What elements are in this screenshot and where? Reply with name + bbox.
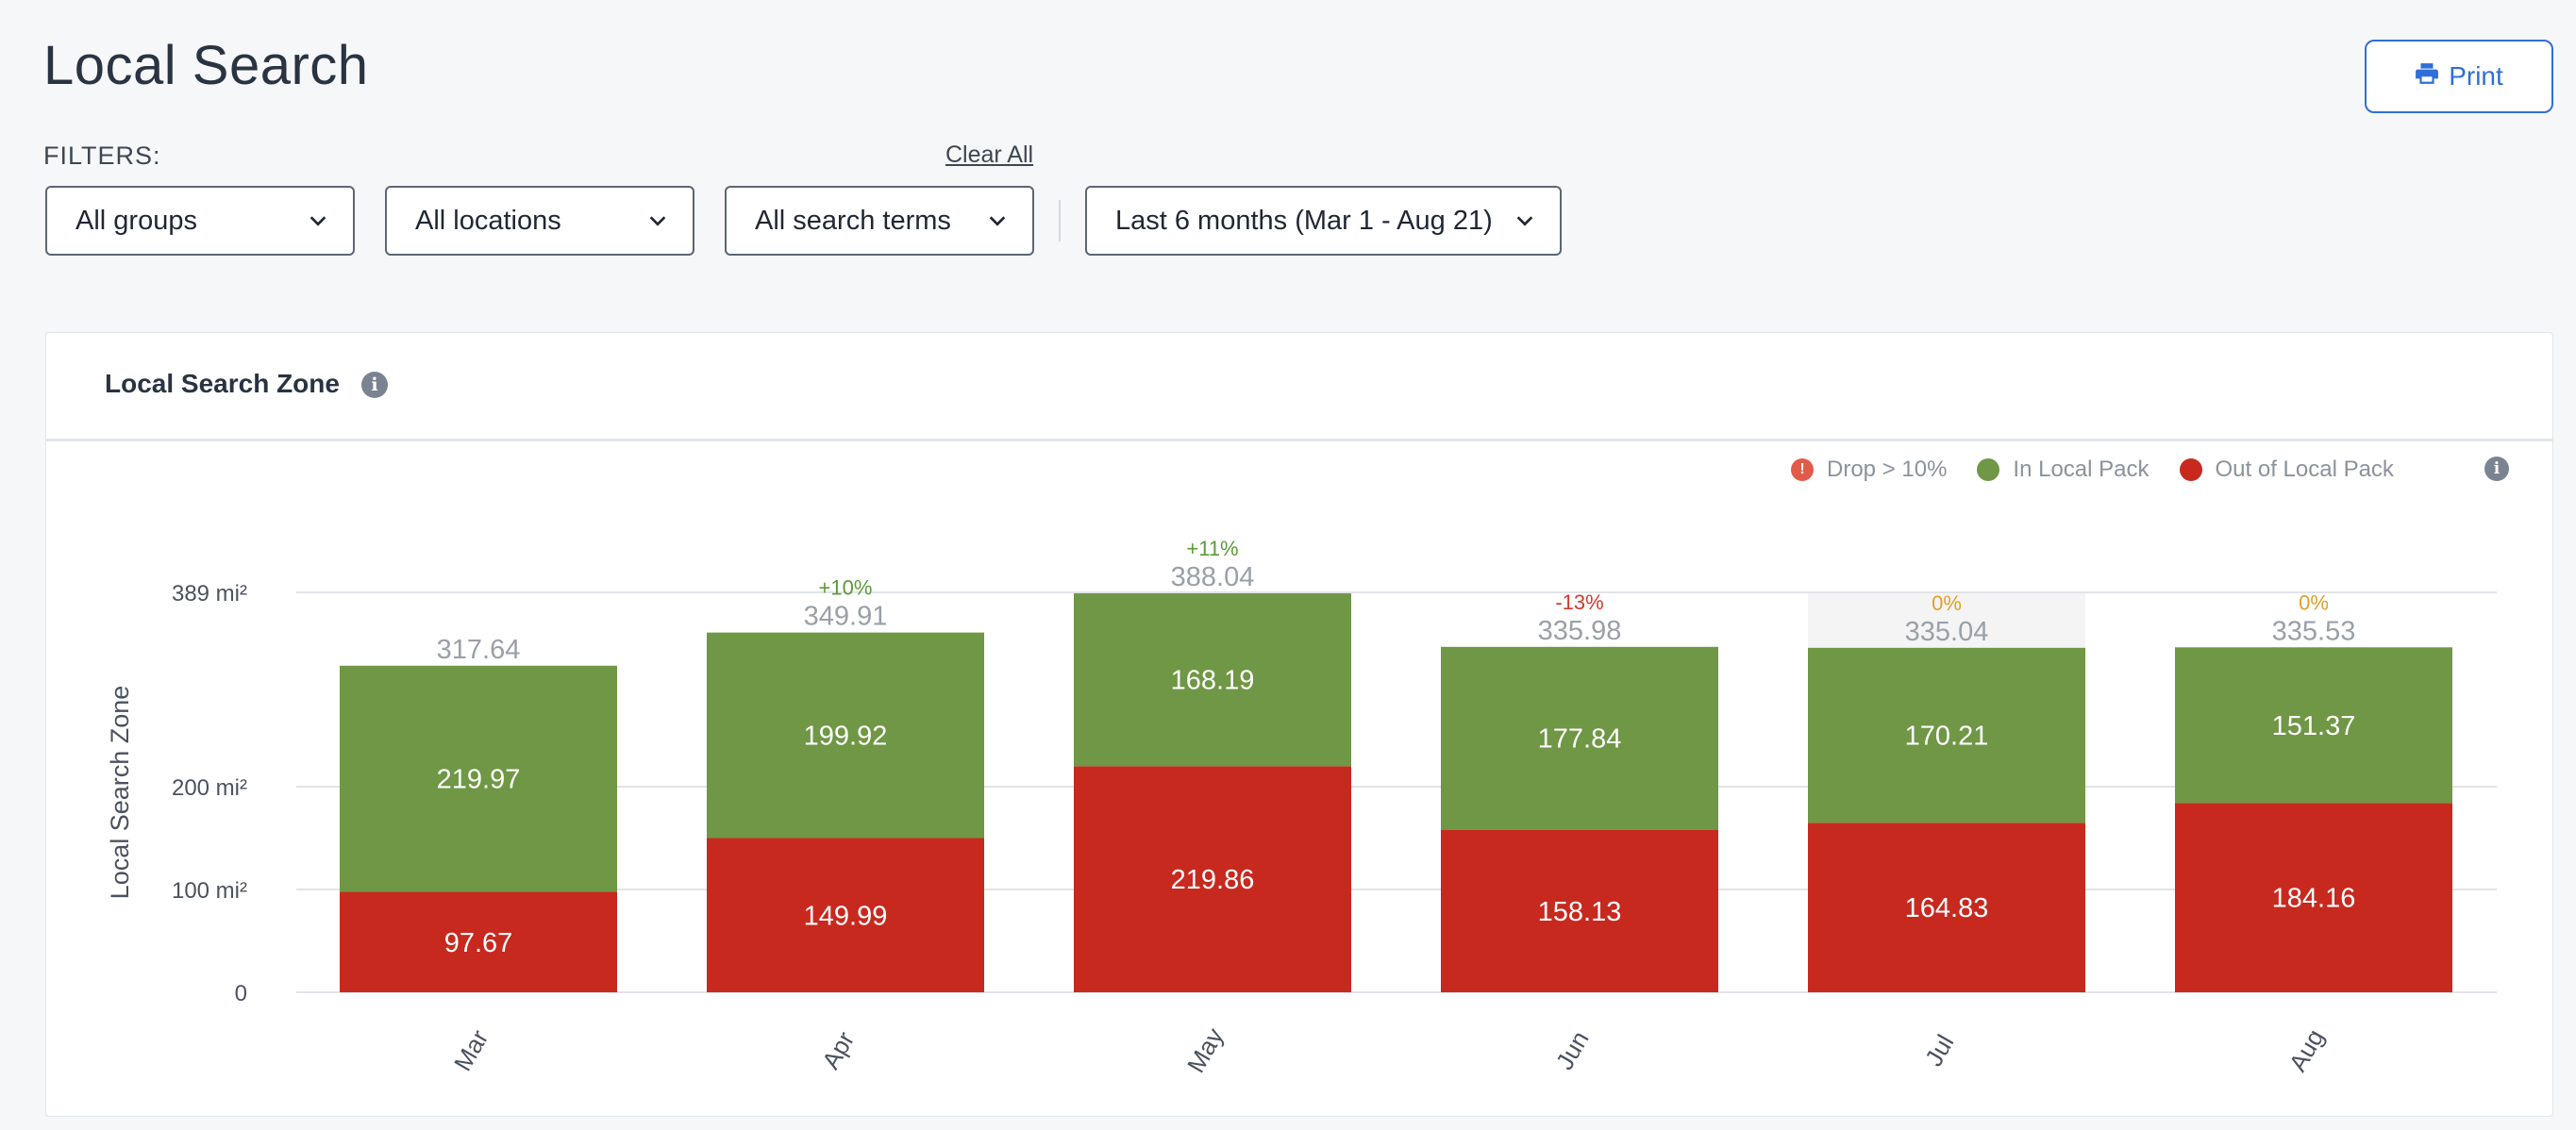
info-icon[interactable]: i	[361, 372, 388, 398]
bar-in-local-pack	[1074, 593, 1351, 767]
y-tick-label: 0	[235, 981, 247, 1006]
card-header: Local Search Zone i	[46, 333, 2552, 441]
bar-out-of-local-pack	[340, 891, 617, 992]
bar-out-of-local-pack	[1441, 829, 1718, 992]
group-select-value: All groups	[75, 205, 197, 236]
legend-item-in-pack[interactable]: In Local Pack	[1977, 457, 2149, 483]
alert-icon: !	[1791, 458, 1814, 481]
bar-total-label: 335.98	[1538, 616, 1622, 646]
change-label: 0%	[2299, 590, 2329, 614]
data-label-out-of-local-pack: 184.16	[2272, 884, 2356, 914]
x-tick-label: Jul	[1919, 1030, 1960, 1072]
y-tick-label: 200 mi²	[172, 775, 247, 801]
date-range-select-value: Last 6 months (Mar 1 - Aug 21)	[1115, 205, 1493, 236]
x-tick-label: Aug	[2283, 1024, 2330, 1076]
bar-out-of-local-pack	[707, 838, 984, 992]
card-title: Local Search Zone	[105, 369, 340, 398]
data-label-in-local-pack: 170.21	[1905, 722, 1989, 752]
bar-total-label: 335.53	[2272, 616, 2356, 646]
clear-all-link[interactable]: Clear All	[945, 141, 1034, 168]
legend-item-drop: ! Drop > 10%	[1791, 457, 1947, 483]
bar-out-of-local-pack	[2175, 803, 2452, 992]
print-button-label: Print	[2449, 61, 2503, 91]
page-title: Local Search	[43, 35, 369, 96]
search-term-select-value: All search terms	[755, 205, 951, 236]
bar-in-local-pack	[2175, 647, 2452, 804]
print-button[interactable]: Print	[2365, 40, 2553, 113]
printer-icon	[2415, 61, 2439, 92]
y-axis-label: Local Search Zone	[106, 686, 134, 900]
data-label-in-local-pack: 151.37	[2272, 711, 2356, 741]
data-label-in-local-pack: 219.97	[437, 765, 521, 795]
bar-total-label: 317.64	[437, 635, 521, 665]
location-select-value: All locations	[415, 205, 561, 236]
data-label-in-local-pack: 199.92	[804, 722, 888, 752]
bar-total-label: 388.04	[1171, 562, 1255, 592]
bar-out-of-local-pack	[1074, 766, 1351, 992]
bar-total-label: 349.91	[804, 602, 888, 632]
change-label: 0%	[1932, 591, 1962, 615]
change-label: -13%	[1555, 590, 1603, 614]
group-select[interactable]: All groups	[45, 186, 355, 256]
change-label: +10%	[819, 576, 873, 600]
x-tick-label: Mar	[448, 1024, 494, 1075]
x-tick-label: Jun	[1550, 1026, 1595, 1074]
filter-divider	[1059, 200, 1061, 241]
legend-swatch-out-pack	[2179, 458, 2202, 481]
data-label-out-of-local-pack: 219.86	[1171, 865, 1255, 895]
data-label-in-local-pack: 177.84	[1538, 724, 1622, 755]
data-label-out-of-local-pack: 97.67	[444, 928, 513, 958]
bar-out-of-local-pack	[1808, 823, 2085, 992]
legend-item-out-pack[interactable]: Out of Local Pack	[2179, 457, 2394, 483]
legend-swatch-in-pack	[1977, 458, 2000, 481]
chevron-down-icon	[649, 216, 666, 226]
x-tick-label: Apr	[816, 1026, 860, 1073]
bar-total-label: 335.04	[1905, 617, 1989, 647]
change-label: +11%	[1186, 537, 1238, 560]
x-tick-label: May	[1181, 1023, 1229, 1078]
y-tick-label: 100 mi²	[172, 878, 247, 904]
data-label-out-of-local-pack: 164.83	[1905, 893, 1989, 923]
filters-label: FILTERS:	[43, 141, 161, 170]
data-label-in-local-pack: 168.19	[1171, 666, 1255, 696]
legend-label-drop: Drop > 10%	[1827, 457, 1948, 482]
bar-in-local-pack	[707, 632, 984, 839]
bar-in-local-pack	[1441, 646, 1718, 830]
data-label-out-of-local-pack: 158.13	[1538, 897, 1622, 927]
chevron-down-icon	[989, 216, 1006, 226]
legend-info-icon[interactable]: i	[2484, 457, 2509, 481]
legend-label-in-pack: In Local Pack	[2013, 457, 2149, 482]
date-range-select[interactable]: Last 6 months (Mar 1 - Aug 21)	[1085, 186, 1562, 256]
y-tick-label: 389 mi²	[172, 581, 247, 607]
bar-in-local-pack	[340, 665, 617, 892]
search-term-select[interactable]: All search terms	[725, 186, 1034, 256]
chevron-down-icon	[309, 216, 326, 226]
legend-label-out-pack: Out of Local Pack	[2215, 457, 2394, 482]
chevron-down-icon	[1516, 216, 1533, 226]
data-label-out-of-local-pack: 149.99	[804, 901, 888, 931]
bar-in-local-pack	[1808, 647, 2085, 823]
location-select[interactable]: All locations	[385, 186, 694, 256]
chart-legend: ! Drop > 10% In Local Pack Out of Local …	[1791, 455, 2424, 485]
